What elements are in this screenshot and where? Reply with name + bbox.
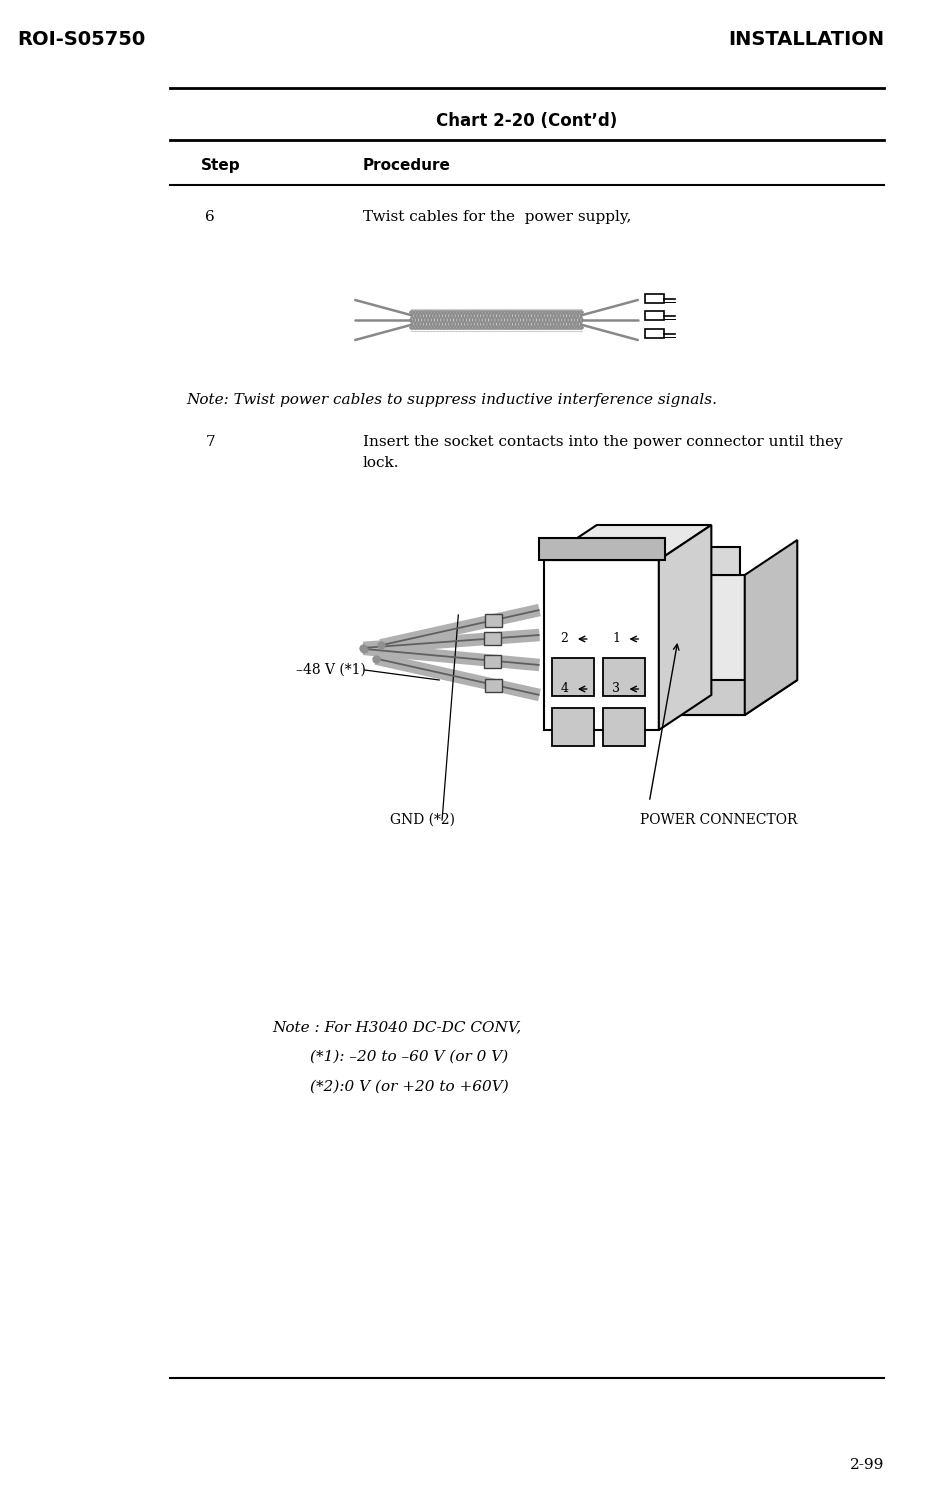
Polygon shape [545,526,712,560]
Text: 3: 3 [612,682,620,696]
Text: INSTALLATION: INSTALLATION [728,30,885,49]
Text: Twist cables for the  power supply,: Twist cables for the power supply, [362,211,632,224]
FancyBboxPatch shape [485,615,502,627]
FancyBboxPatch shape [484,654,501,667]
Text: POWER CONNECTOR: POWER CONNECTOR [640,814,797,827]
FancyBboxPatch shape [645,294,664,303]
Text: Step: Step [200,158,240,173]
Text: Insert the socket contacts into the power connector until they
lock.: Insert the socket contacts into the powe… [362,434,843,470]
Polygon shape [659,526,712,730]
Polygon shape [545,560,659,730]
Text: 1: 1 [612,633,620,645]
FancyBboxPatch shape [603,658,646,696]
Text: Chart 2-20 (Cont’d): Chart 2-20 (Cont’d) [436,112,617,130]
Polygon shape [745,540,798,715]
FancyBboxPatch shape [645,311,664,320]
Text: 6: 6 [205,211,215,224]
Text: Note: Twist power cables to suppress inductive interference signals.: Note: Twist power cables to suppress ind… [186,393,717,408]
Polygon shape [538,537,665,560]
Text: (*1): –20 to –60 V (or 0 V): (*1): –20 to –60 V (or 0 V) [311,1050,509,1065]
Text: 2: 2 [561,633,568,645]
FancyBboxPatch shape [552,658,594,696]
Text: –48 V (*1): –48 V (*1) [296,663,366,676]
FancyBboxPatch shape [603,708,646,746]
FancyBboxPatch shape [484,633,501,645]
Polygon shape [659,575,745,715]
Polygon shape [692,546,740,575]
FancyBboxPatch shape [645,328,664,337]
Text: 7: 7 [205,434,215,449]
Text: 2-99: 2-99 [850,1459,885,1472]
Text: Note : For H3040 DC-DC CONV,: Note : For H3040 DC-DC CONV, [272,1020,521,1035]
FancyBboxPatch shape [552,708,594,746]
Text: GND (*2): GND (*2) [390,814,455,827]
FancyBboxPatch shape [485,679,502,691]
Polygon shape [659,679,798,715]
Text: (*2):0 V (or +20 to +60V): (*2):0 V (or +20 to +60V) [311,1079,509,1094]
Text: 4: 4 [561,682,568,696]
Text: Procedure: Procedure [362,158,450,173]
Text: ROI-S05750: ROI-S05750 [17,30,145,49]
